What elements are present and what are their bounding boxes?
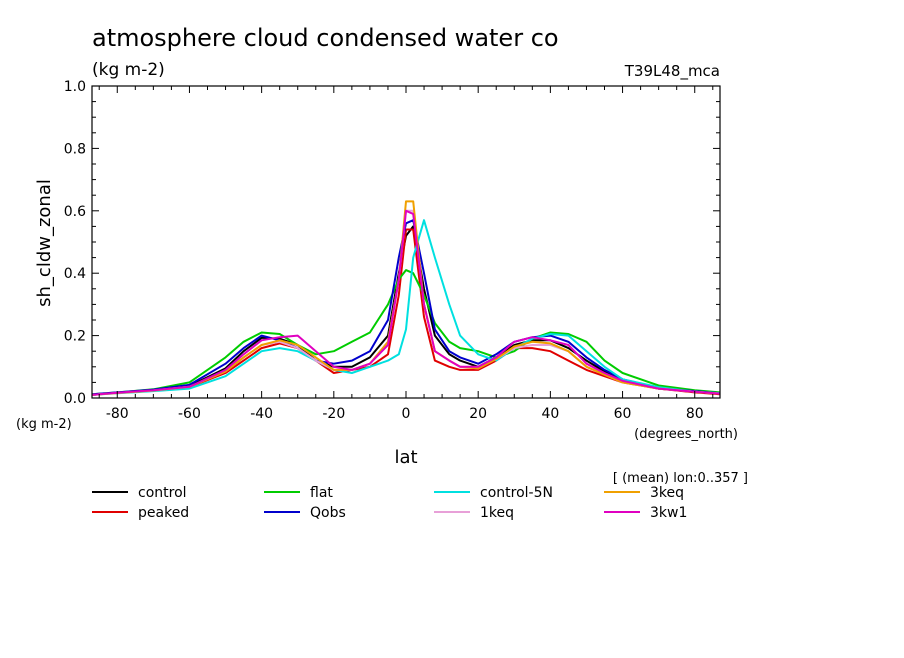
y-tick-label: 0.8 xyxy=(64,141,86,157)
x-tick-label: 80 xyxy=(686,406,704,422)
x-units-label: (degrees_north) xyxy=(634,427,738,442)
y-axis-label: sh_cldw_zonal xyxy=(34,179,55,307)
legend-item: control-5N xyxy=(434,485,553,501)
legend-label: 3keq xyxy=(650,485,684,501)
series-line-flat xyxy=(92,269,720,396)
series-line-control xyxy=(92,225,720,396)
x-tick-label: 60 xyxy=(614,406,632,422)
legend-item: peaked xyxy=(92,505,189,521)
x-tick-label: 40 xyxy=(541,406,559,422)
legend-label: Qobs xyxy=(310,505,346,521)
x-tick-label: 20 xyxy=(469,406,487,422)
legend-label: 3kw1 xyxy=(650,505,687,521)
legend-item: 3kw1 xyxy=(604,505,687,521)
series-line-peaked xyxy=(92,228,720,396)
y-tick-label: 0.2 xyxy=(64,329,86,345)
legend-label: peaked xyxy=(138,505,189,521)
series-line-control-5n xyxy=(92,219,720,396)
averaging-note: [ (mean) lon:0..357 ] xyxy=(613,471,748,486)
legend-item: control xyxy=(92,485,187,501)
legend-label: control-5N xyxy=(480,485,553,501)
legend-item: flat xyxy=(264,485,333,501)
x-tick-label: -40 xyxy=(250,406,273,422)
plot-frame xyxy=(91,85,721,399)
y-units-label: (kg m-2) xyxy=(16,417,72,432)
legend-label: flat xyxy=(310,485,333,501)
legend-item: Qobs xyxy=(264,505,346,521)
y-tick-label: 1.0 xyxy=(64,79,86,95)
y-tick-label: 0.4 xyxy=(64,266,86,282)
x-axis-label: lat xyxy=(394,447,417,468)
chart-subtitle: (kg m-2) xyxy=(92,60,165,80)
series-line-qobs xyxy=(92,219,720,396)
x-tick-label: -60 xyxy=(178,406,201,422)
x-tick-label: -80 xyxy=(106,406,129,422)
y-tick-label: 0.0 xyxy=(64,391,86,407)
run-label: T39L48_mca xyxy=(624,62,720,81)
series-line-3keq xyxy=(92,200,720,396)
legend-item: 3keq xyxy=(604,485,684,501)
legend-item: 1keq xyxy=(434,505,514,521)
legend-label: 1keq xyxy=(480,505,514,521)
y-tick-label: 0.6 xyxy=(64,204,86,220)
x-tick-label: -20 xyxy=(322,406,345,422)
legend-label: control xyxy=(138,485,187,501)
chart-title: atmosphere cloud condensed water co xyxy=(92,24,559,52)
series-group xyxy=(92,200,720,396)
legend: control peaked flat Qobs control-5N 1keq 3keq 3… xyxy=(92,485,687,521)
series-line-3kw1 xyxy=(92,209,720,396)
x-tick-label: 0 xyxy=(402,406,411,422)
plot-area: -80 -60 -40 -20 0 20 40 60 80 0.0 0.2 0.4 0.6 0.8 1.0 xyxy=(64,79,721,422)
